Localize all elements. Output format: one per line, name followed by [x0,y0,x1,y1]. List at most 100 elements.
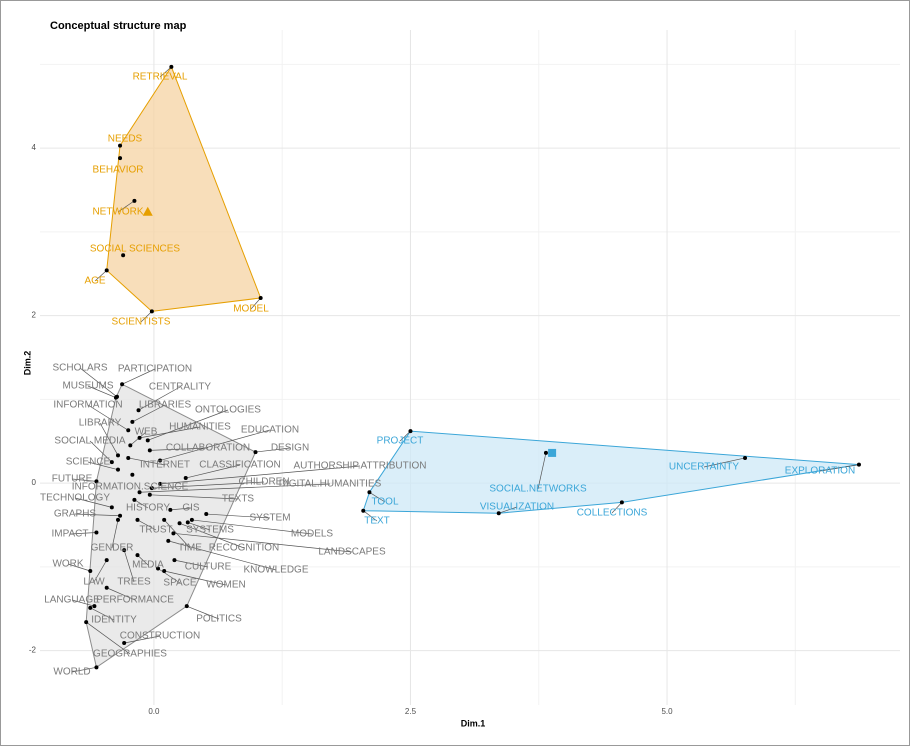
leader-line [87,385,117,398]
point-label: MEDIA [132,560,164,571]
point [92,604,97,609]
leader-line [164,570,227,586]
leader-line [703,457,746,468]
point-label: MODEL [233,304,269,315]
point [367,490,372,495]
leader-line [187,522,211,531]
point [258,295,263,300]
point-label: RETRIEVAL [133,72,188,83]
leader-line [117,200,135,213]
point [137,435,142,440]
point [88,605,93,610]
leader-line [74,513,121,517]
leader-line [134,499,149,509]
point-label: CENTRALITY [149,382,212,393]
point [118,513,123,518]
point [94,665,99,670]
point-label: LANGUAGE [44,595,100,606]
leader-line [498,506,518,514]
point-label: DESIGN [271,443,309,454]
point [118,156,123,161]
point [132,198,137,203]
point [158,481,163,486]
cluster-hull [106,65,262,312]
point-label: WORLD [53,667,90,678]
leader-line [99,422,119,456]
point [147,448,152,453]
point [122,641,127,646]
point-label: POLITICS [196,614,242,625]
point-label: FUTURE [52,474,93,485]
point-label: PERFORMANCE [96,595,174,606]
leader-line [159,66,172,78]
leader-line [93,559,108,583]
point-label: TRUST [139,525,172,536]
point [135,517,140,522]
point-label: LANDSCAPES [318,547,386,558]
leader-line [94,270,107,282]
point-label: LIBRARIES [139,400,192,411]
leader-line [139,426,201,439]
leader-line [186,605,220,620]
point-label: SOCIAL.NETWORKS [489,484,587,495]
point [135,553,140,558]
leader-line [124,635,161,644]
point [145,438,150,443]
leader-line [160,465,361,485]
y-tick-label: 2 [32,311,37,320]
leader-line [121,368,156,385]
leader-line [179,522,245,549]
point [120,382,125,387]
centroid [548,448,557,457]
point [856,462,861,467]
leader-line [819,464,860,472]
point-label: SOCIAL SCIENCES [90,244,181,255]
point [189,517,194,522]
point-label: LIBRARY [79,418,122,429]
leader-line [123,549,135,583]
point-label: COLLECTIONS [577,508,648,519]
point-label: TOOL [371,497,398,508]
point-label: WEB [135,427,158,438]
point-label: BEHAVIOR [93,165,144,176]
point [121,253,126,258]
y-tick-label: 0 [32,478,37,487]
point [84,620,89,625]
leader-line [128,457,166,466]
point [115,467,120,472]
leader-line [255,447,291,453]
leader-line [106,587,136,601]
point [130,419,135,424]
point [94,479,99,484]
point [185,520,190,525]
x-tick-label: 2.5 [405,707,417,716]
point [128,443,133,448]
leader-line [137,519,157,531]
chart-title: Conceptual structure map [50,20,187,32]
point [162,569,167,574]
point-label: RECOGNITION [209,543,280,554]
point-label: PARTICIPATION [118,364,192,375]
point [136,408,141,413]
leader-line [138,386,181,411]
point [162,517,167,522]
point [149,309,154,314]
point [169,64,174,69]
leader-line [170,507,192,511]
leader-line [137,554,149,566]
leader-line [168,540,277,571]
leader-line [163,519,191,549]
leader-line [140,311,153,323]
leader-line [151,481,265,489]
point-label: TEXT [364,516,390,527]
cluster-hull [85,383,257,669]
point-label: GEOGRAPHIES [93,649,167,660]
leader-line [85,621,131,655]
point-label: PROJECT [377,436,424,447]
point-label: CONSTRUCTION [120,631,201,642]
point-label: UNCERTAINTY [669,462,740,473]
point [166,538,171,543]
point [177,521,182,526]
point-label: INTERNET [140,460,190,471]
point [204,512,209,517]
